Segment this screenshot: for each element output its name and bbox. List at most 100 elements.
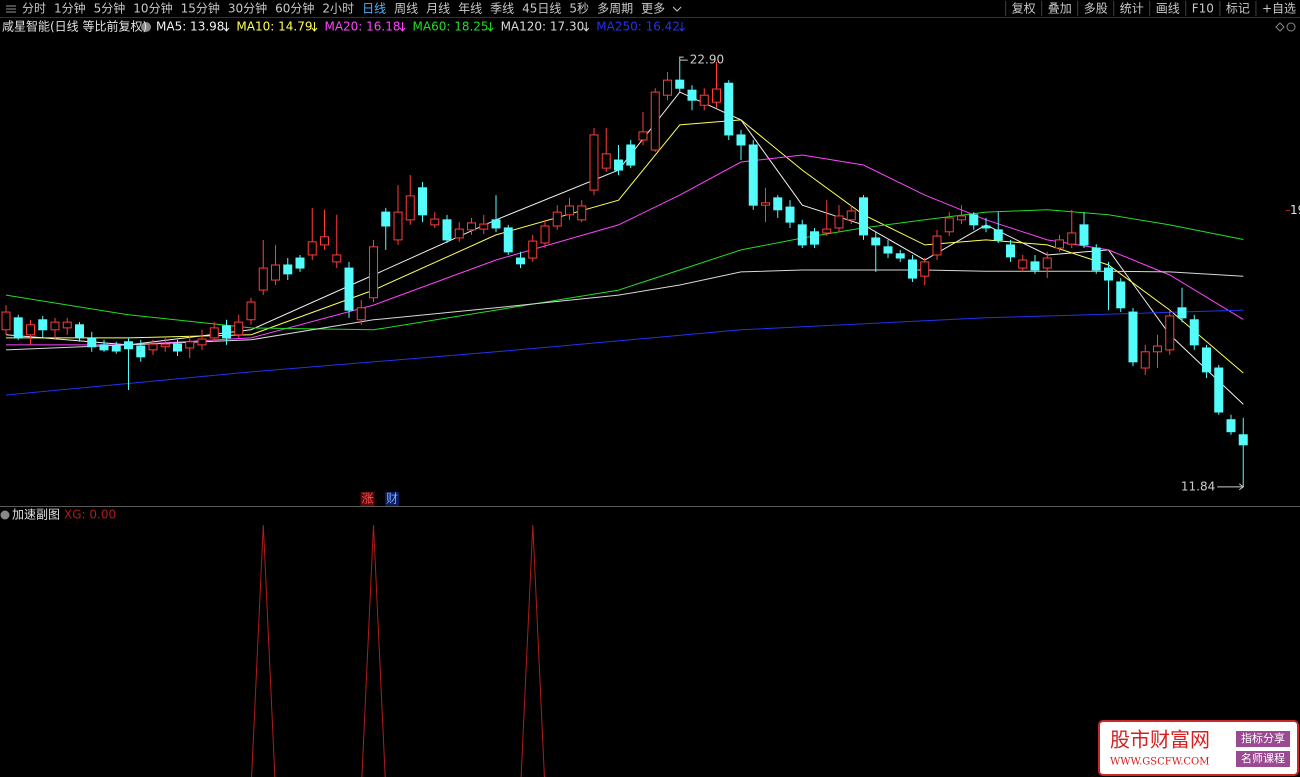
- candle-body: [479, 223, 489, 230]
- diamond-icon[interactable]: [1275, 22, 1285, 32]
- legend-item: MA60: 18.25: [413, 20, 489, 34]
- candle-body: [516, 257, 525, 265]
- period-tab[interactable]: 60分钟: [275, 1, 314, 16]
- candle-body: [430, 218, 440, 226]
- tool-button[interactable]: 标记: [1226, 2, 1250, 16]
- candle-body: [26, 324, 35, 336]
- candle-body: [528, 240, 538, 259]
- period-tab[interactable]: 45日线: [522, 2, 561, 16]
- candle-body: [883, 246, 893, 254]
- legend-item: MA250: 16.42: [596, 20, 680, 34]
- period-tab[interactable]: 30分钟: [228, 1, 267, 16]
- period-tab[interactable]: 1分钟: [54, 1, 86, 16]
- candle-body: [1055, 239, 1064, 249]
- candle-body: [393, 211, 403, 241]
- period-tab[interactable]: 2小时: [322, 2, 354, 16]
- legend-item: MA5: 13.98: [156, 20, 224, 34]
- candle-body: [932, 235, 942, 256]
- period-tab[interactable]: 季线: [490, 2, 514, 16]
- candle-body: [846, 210, 856, 221]
- candle-body: [1104, 267, 1113, 281]
- circle-icon[interactable]: [1286, 22, 1296, 32]
- tool-button[interactable]: 复权: [1012, 2, 1036, 16]
- period-tab[interactable]: 周线: [394, 2, 418, 16]
- candle-body: [1042, 257, 1052, 269]
- candle-body: [442, 219, 452, 241]
- candle-body: [638, 131, 648, 141]
- candle-body: [283, 264, 293, 275]
- period-tab[interactable]: 年线: [458, 2, 482, 16]
- legend-item: MA10: 14.79: [236, 20, 312, 34]
- dropdown-arrow: [672, 6, 682, 12]
- candle-body: [650, 91, 660, 151]
- candle-body: [307, 241, 317, 256]
- watermark-name: 股市财富网: [1110, 728, 1210, 752]
- candle-body: [185, 341, 195, 349]
- tool-button[interactable]: 叠加: [1048, 2, 1072, 16]
- settings-icon[interactable]: [0, 510, 10, 520]
- candle-body: [271, 264, 280, 281]
- candle-body: [981, 225, 991, 229]
- watermark-tag-label: 指标分享: [1241, 731, 1285, 745]
- menu-icon[interactable]: [6, 5, 16, 13]
- candle-body: [405, 195, 415, 221]
- candle-body: [173, 343, 182, 352]
- event-marker-label: 涨: [361, 491, 373, 506]
- period-tab[interactable]: 日线: [362, 2, 386, 16]
- legend-arrow: [583, 22, 590, 32]
- candle-body: [540, 225, 550, 244]
- candle-body: [699, 94, 709, 106]
- chart-title: 加速副图: [12, 508, 60, 522]
- tool-button[interactable]: +自选: [1262, 2, 1296, 16]
- candle-body: [785, 206, 795, 223]
- tool-button[interactable]: F10: [1192, 2, 1214, 16]
- event-marker[interactable]: [360, 492, 375, 506]
- candle-body: [993, 229, 1003, 241]
- candle-body: [295, 257, 305, 269]
- period-tab[interactable]: 多周期: [597, 2, 633, 16]
- candle-body: [344, 267, 354, 311]
- candle-body: [99, 344, 109, 351]
- period-tab[interactable]: 10分钟: [133, 1, 172, 16]
- tool-button[interactable]: 画线: [1156, 2, 1180, 16]
- tool-button[interactable]: 统计: [1120, 2, 1144, 16]
- period-tab[interactable]: 5分钟: [94, 1, 126, 16]
- candle-body: [552, 211, 562, 227]
- candle-body: [1140, 351, 1150, 369]
- candle-body: [503, 227, 513, 253]
- candle-body: [467, 222, 476, 231]
- ma-line: [5, 209, 1244, 331]
- settings-icon[interactable]: [141, 22, 151, 32]
- candle-body: [124, 341, 133, 350]
- candle-body: [614, 159, 623, 171]
- period-tab[interactable]: 更多: [641, 2, 665, 16]
- candle-body: [895, 253, 905, 259]
- event-marker[interactable]: [385, 492, 399, 506]
- legend-arrow: [223, 22, 230, 32]
- period-tab[interactable]: 月线: [426, 2, 450, 16]
- ma-line: [6, 154, 1244, 346]
- candle-body: [1, 311, 11, 331]
- candle-body: [1006, 244, 1015, 258]
- candle-body: [209, 327, 219, 339]
- candle-body: [320, 236, 329, 246]
- candle-body: [1189, 319, 1199, 346]
- candle-body: [1116, 281, 1126, 309]
- legend-arrow: [399, 22, 406, 32]
- candle-body: [1238, 434, 1248, 446]
- legend-arrow: [487, 22, 494, 32]
- period-tab[interactable]: 5秒: [569, 2, 589, 16]
- watermark-tag: [1236, 751, 1290, 767]
- candle-body: [601, 153, 611, 169]
- candle-body: [1226, 419, 1236, 433]
- period-tab[interactable]: 分时: [22, 2, 46, 16]
- ma-line: [6, 119, 1244, 374]
- candle-body: [1153, 345, 1162, 353]
- candle-body: [454, 228, 464, 239]
- period-tab[interactable]: 15分钟: [181, 1, 220, 16]
- candle-body: [761, 202, 770, 206]
- annotation-label: 22.90: [690, 53, 724, 67]
- tool-button[interactable]: 多股: [1084, 2, 1108, 16]
- annotation-label: 11.84: [1181, 479, 1215, 493]
